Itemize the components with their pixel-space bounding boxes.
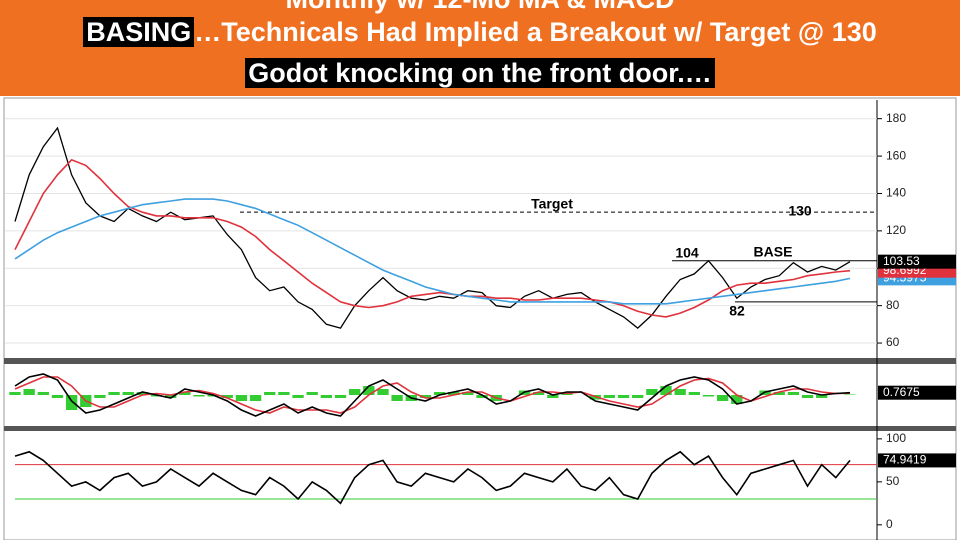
reference-label: 104 bbox=[675, 245, 699, 261]
last-value-label: 103.53 bbox=[883, 254, 920, 268]
histogram-bar bbox=[632, 395, 644, 398]
histogram-bar bbox=[448, 392, 460, 395]
histogram-bar bbox=[716, 395, 729, 401]
highlight: BASING bbox=[83, 17, 195, 47]
histogram-bar bbox=[278, 392, 290, 395]
reference-label: 82 bbox=[729, 303, 745, 319]
annotation: Target bbox=[531, 196, 573, 212]
y-tick-label: 180 bbox=[886, 111, 906, 125]
histogram-bar bbox=[193, 395, 205, 397]
histogram-bar bbox=[419, 395, 432, 398]
histogram-bar bbox=[65, 395, 78, 410]
histogram-bar bbox=[249, 395, 262, 401]
chart-frame bbox=[3, 97, 957, 540]
header-text: …Technicals Had Implied a Breakout w/ Ta… bbox=[194, 17, 877, 47]
histogram-bar bbox=[51, 395, 64, 398]
histogram-bar bbox=[787, 392, 800, 395]
histogram-bar bbox=[377, 389, 389, 395]
histogram-bar bbox=[547, 395, 559, 398]
y-tick-label: 0 bbox=[886, 517, 893, 531]
histogram-bar bbox=[801, 395, 814, 398]
histogram-bar bbox=[320, 395, 333, 398]
histogram-bar bbox=[476, 395, 488, 398]
histogram-bar bbox=[235, 395, 248, 401]
header-line2: BASING …Technicals Had Implied a Breakout… bbox=[0, 17, 960, 48]
histogram-bar bbox=[674, 389, 686, 395]
histogram-bar bbox=[773, 392, 785, 395]
panel-separator bbox=[4, 426, 956, 431]
header-line3: Godot knocking on the front door.… bbox=[0, 58, 960, 89]
histogram-bar bbox=[731, 395, 743, 404]
histogram-bar bbox=[617, 395, 630, 398]
histogram-bar bbox=[462, 392, 474, 395]
highlight: Godot knocking on the front door.… bbox=[245, 58, 715, 88]
last-value-box bbox=[878, 453, 956, 468]
histogram-bar bbox=[136, 392, 149, 395]
last-value-label: 0.7675 bbox=[883, 385, 920, 399]
histogram-bar bbox=[532, 392, 545, 395]
y-tick-label: 50 bbox=[886, 474, 900, 488]
histogram-bar bbox=[264, 392, 276, 395]
reference-label: 130 bbox=[788, 203, 812, 219]
histogram-bar bbox=[363, 386, 375, 395]
annotation: BASE bbox=[754, 244, 793, 260]
histogram-bar bbox=[179, 392, 191, 395]
y-tick-label: 160 bbox=[886, 148, 906, 162]
histogram-bar bbox=[844, 394, 856, 395]
series-line bbox=[14, 198, 851, 305]
histogram-bar bbox=[9, 392, 21, 395]
histogram-bar bbox=[688, 392, 700, 395]
histogram-bar bbox=[646, 389, 658, 395]
header-line1: Monthly w/ 12-Mo MA & MACD bbox=[0, 0, 960, 15]
histogram-bar bbox=[122, 392, 134, 395]
histogram-bar bbox=[306, 392, 318, 395]
y-tick-label: 80 bbox=[886, 298, 900, 312]
histogram-bar bbox=[433, 392, 446, 395]
panel-separator bbox=[4, 358, 956, 364]
y-tick-label: 140 bbox=[886, 186, 906, 200]
histogram-bar bbox=[660, 386, 672, 395]
histogram-bar bbox=[816, 395, 828, 398]
header: Monthly w/ 12-Mo MA & MACD BASING…Techni… bbox=[0, 0, 960, 96]
histogram-bar bbox=[23, 389, 35, 395]
histogram-bar bbox=[334, 395, 347, 398]
series-line bbox=[14, 373, 851, 417]
histogram-bar bbox=[108, 392, 120, 395]
series-line bbox=[14, 126, 851, 329]
last-value-label: 74.9419 bbox=[883, 453, 927, 467]
histogram-bar bbox=[221, 395, 233, 398]
histogram-bar bbox=[37, 392, 49, 395]
histogram-bar bbox=[603, 395, 616, 398]
histogram-bar bbox=[292, 395, 304, 398]
y-tick-label: 100 bbox=[886, 431, 906, 445]
histogram-bar bbox=[165, 395, 177, 398]
last-value-box bbox=[878, 385, 956, 400]
histogram-bar bbox=[391, 395, 403, 401]
y-tick-label: 120 bbox=[886, 223, 906, 237]
histogram-bar bbox=[94, 395, 106, 398]
last-value-box bbox=[878, 254, 956, 269]
histogram-bar bbox=[349, 389, 361, 395]
series-line bbox=[14, 450, 851, 505]
histogram-bar bbox=[702, 395, 715, 397]
y-tick-label: 60 bbox=[886, 335, 900, 349]
